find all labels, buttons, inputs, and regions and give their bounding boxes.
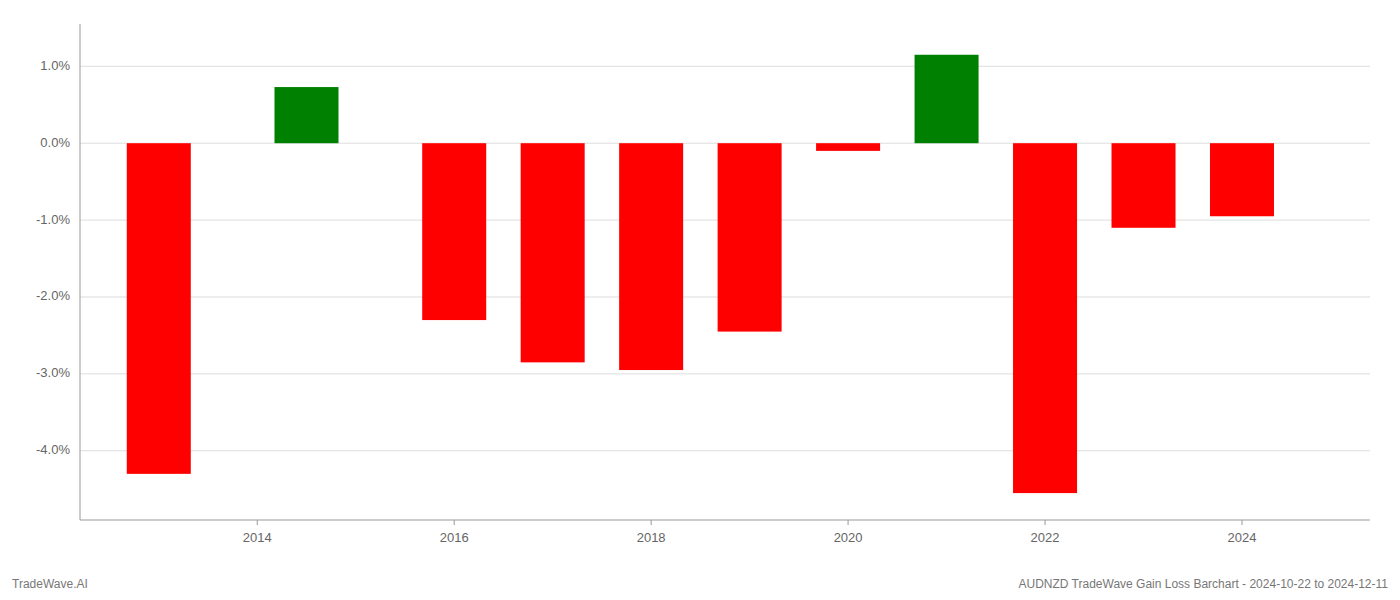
x-tick (454, 520, 455, 525)
bar (274, 87, 338, 143)
bar (718, 143, 782, 331)
grid-line (80, 66, 1370, 67)
y-tick-label: -4.0% (36, 442, 70, 457)
x-ticks: 2014 2016 2018 2020 2022 2024 (243, 520, 1257, 545)
y-tick-label: -2.0% (36, 288, 70, 303)
y-axis-line (80, 24, 81, 520)
x-tick-label: 2014 (243, 530, 272, 545)
bar (619, 143, 683, 370)
y-tick-label: 0.0% (40, 135, 70, 150)
x-tick-label: 2016 (440, 530, 469, 545)
y-tick-label: -3.0% (36, 365, 70, 380)
bar (816, 143, 880, 151)
x-tick-label: 2024 (1228, 530, 1257, 545)
x-tick (848, 520, 849, 525)
x-axis-line (80, 520, 1370, 521)
footer-text: AUDNZD TradeWave Gain Loss Barchart - 20… (1018, 577, 1388, 591)
bars (127, 55, 1274, 493)
bar (1112, 143, 1176, 228)
bar (1013, 143, 1077, 493)
chart-container: 1.0% 0.0% -1.0% -2.0% -3.0% -4.0% 2014 2016 2018… (0, 0, 1400, 600)
bar (422, 143, 486, 320)
chart-svg: 1.0% 0.0% -1.0% -2.0% -3.0% -4.0% 2014 2016 2018… (0, 0, 1400, 600)
x-tick (257, 520, 258, 525)
bar (915, 55, 979, 143)
footer-text: TradeWave.AI (12, 577, 88, 591)
x-tick-label: 2022 (1031, 530, 1060, 545)
bar (521, 143, 585, 362)
grid-line (80, 373, 1370, 374)
y-tick-label: -1.0% (36, 212, 70, 227)
x-tick (651, 520, 652, 525)
x-tick (1045, 520, 1046, 525)
y-tick-labels: 1.0% 0.0% -1.0% -2.0% -3.0% -4.0% (36, 58, 70, 457)
x-tick-label: 2018 (637, 530, 666, 545)
bar (1210, 143, 1274, 216)
x-tick-label: 2020 (834, 530, 863, 545)
x-tick (1241, 520, 1242, 525)
bar (127, 143, 191, 474)
y-grid (80, 66, 1370, 450)
y-tick-label: 1.0% (40, 58, 70, 73)
grid-line (80, 450, 1370, 451)
